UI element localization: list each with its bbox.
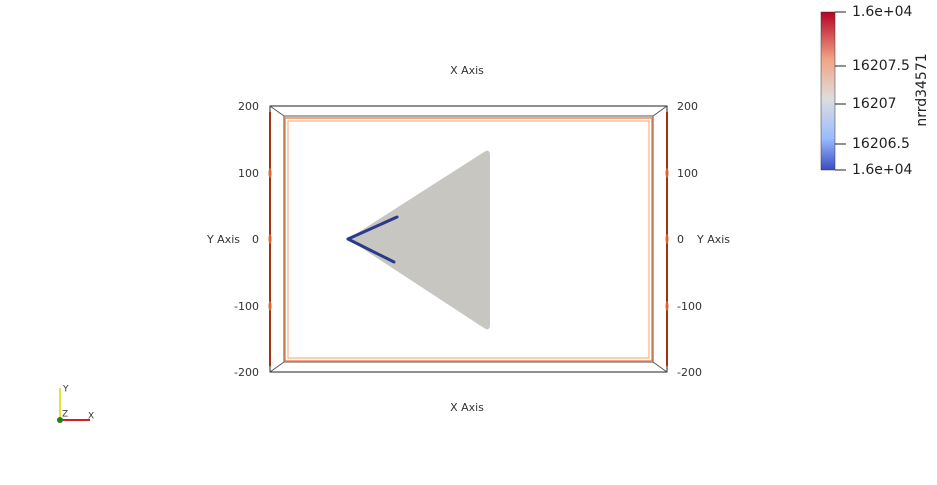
tick-mark (665, 234, 669, 244)
color-bar: 1.6e+04 16207.5 16207 16206.5 1.6e+04 nrrd34… (820, 4, 930, 178)
tick-label: 200 (677, 100, 698, 113)
tick-label: 0 (677, 233, 684, 246)
tick-mark (665, 301, 669, 311)
tick-label: -100 (677, 300, 702, 313)
tick-mark (268, 301, 272, 311)
axis-label: X (88, 412, 94, 422)
tick-label: -200 (677, 366, 702, 379)
surface (348, 150, 490, 330)
tick-mark (665, 168, 669, 178)
axis-title: X Axis (450, 401, 484, 414)
tick-label: 100 (238, 167, 259, 180)
tick-label: 200 (238, 100, 259, 113)
tick-mark (268, 168, 272, 178)
color-bar-title: nrrd34571 (914, 53, 930, 126)
color-bar-label: 1.6e+04 (852, 162, 913, 178)
tick-label: -200 (234, 366, 259, 379)
tick-mark (268, 234, 272, 244)
glyphs (346, 215, 399, 264)
axis-label: Y (62, 385, 69, 395)
color-bar-label: 16206.5 (852, 136, 910, 152)
axis-title: X Axis (450, 64, 484, 77)
orientation-axes: Y Z X (57, 385, 94, 423)
color-bar-label: 1.6e+04 (852, 4, 913, 20)
axis-title: Y Axis (206, 233, 240, 246)
tick-label: 0 (252, 233, 259, 246)
axis-label: Z (62, 410, 68, 420)
color-bar-label: 16207 (852, 96, 897, 112)
axis-title: Y Axis (696, 233, 730, 246)
color-bar-label: 16207.5 (852, 58, 910, 74)
tick-label: 100 (677, 167, 698, 180)
tick-label: -100 (234, 300, 259, 313)
